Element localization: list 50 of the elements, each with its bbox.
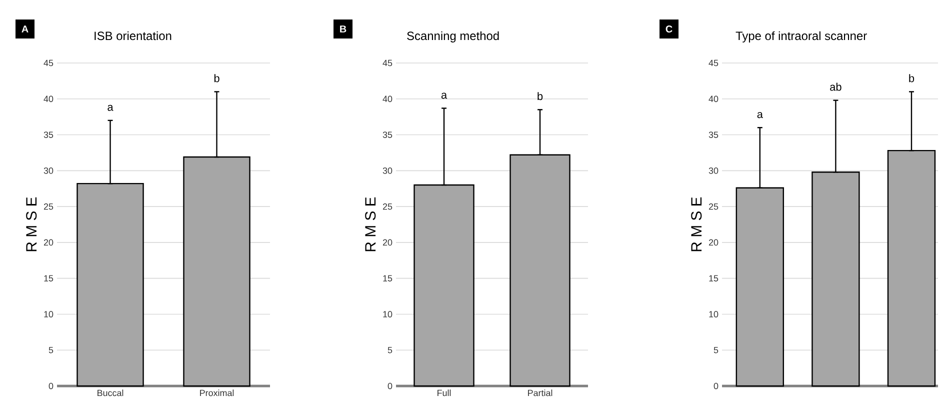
chart-title: ISB orientation — [94, 31, 172, 40]
y-tick-label: 40 — [44, 96, 54, 102]
y-tick-label: 35 — [708, 132, 718, 138]
x-tick-label: Partial — [528, 390, 552, 396]
annotation: b — [538, 92, 543, 100]
text: A — [22, 26, 28, 32]
annotation: a — [441, 92, 448, 99]
y-tick-label: 10 — [44, 311, 54, 318]
y-tick-label: 30 — [44, 167, 54, 174]
y-tick-label: 15 — [383, 275, 392, 282]
y-tick-label: 10 — [383, 311, 392, 318]
y-tick-label: 30 — [382, 167, 392, 174]
y-tick-label: 15 — [44, 275, 54, 282]
y-axis-title: R M S E — [26, 197, 37, 252]
y-tick-label: 15 — [709, 275, 718, 282]
y-tick-label: 0 — [388, 382, 392, 390]
y-axis-title: R M S E — [365, 197, 376, 252]
x-tick-label: Proximal — [200, 390, 234, 396]
y-tick-label: 20 — [382, 239, 392, 246]
annotation: b — [214, 74, 220, 82]
y-tick-label: 5 — [388, 346, 392, 354]
y-tick-label: 35 — [382, 132, 392, 138]
x-tick-label: Buccal — [98, 390, 124, 396]
y-tick-label: 25 — [382, 203, 392, 210]
chart-title: Type of intraoral scanner — [736, 31, 867, 42]
y-tick-label: 0 — [48, 382, 54, 390]
y-tick-label: 0 — [714, 382, 718, 390]
y-tick-label: 5 — [48, 346, 54, 354]
y-tick-label: 20 — [708, 239, 718, 246]
y-tick-label: 30 — [708, 167, 718, 174]
y-tick-label: 10 — [709, 311, 718, 318]
y-tick-label: 20 — [44, 239, 54, 246]
annotation: ab — [830, 82, 842, 91]
text: C — [666, 25, 672, 33]
y-tick-label: 25 — [708, 203, 718, 210]
y-tick-label: 45 — [708, 60, 718, 66]
y-tick-label: 45 — [382, 60, 392, 66]
chart-title: Scanning method — [407, 31, 499, 42]
y-tick-label: 5 — [714, 346, 718, 354]
y-tick-label: 40 — [708, 96, 718, 102]
y-tick-label: 40 — [382, 96, 392, 102]
y-tick-label: 45 — [44, 60, 54, 66]
annotation: b — [909, 74, 914, 82]
y-axis-title: R M S E — [691, 197, 702, 252]
annotation: a — [108, 104, 114, 111]
text: B — [340, 26, 346, 32]
y-tick-label: 35 — [44, 132, 54, 138]
y-tick-label: 25 — [44, 203, 54, 210]
annotation: a — [757, 112, 763, 118]
x-tick-label: Full — [438, 390, 451, 396]
